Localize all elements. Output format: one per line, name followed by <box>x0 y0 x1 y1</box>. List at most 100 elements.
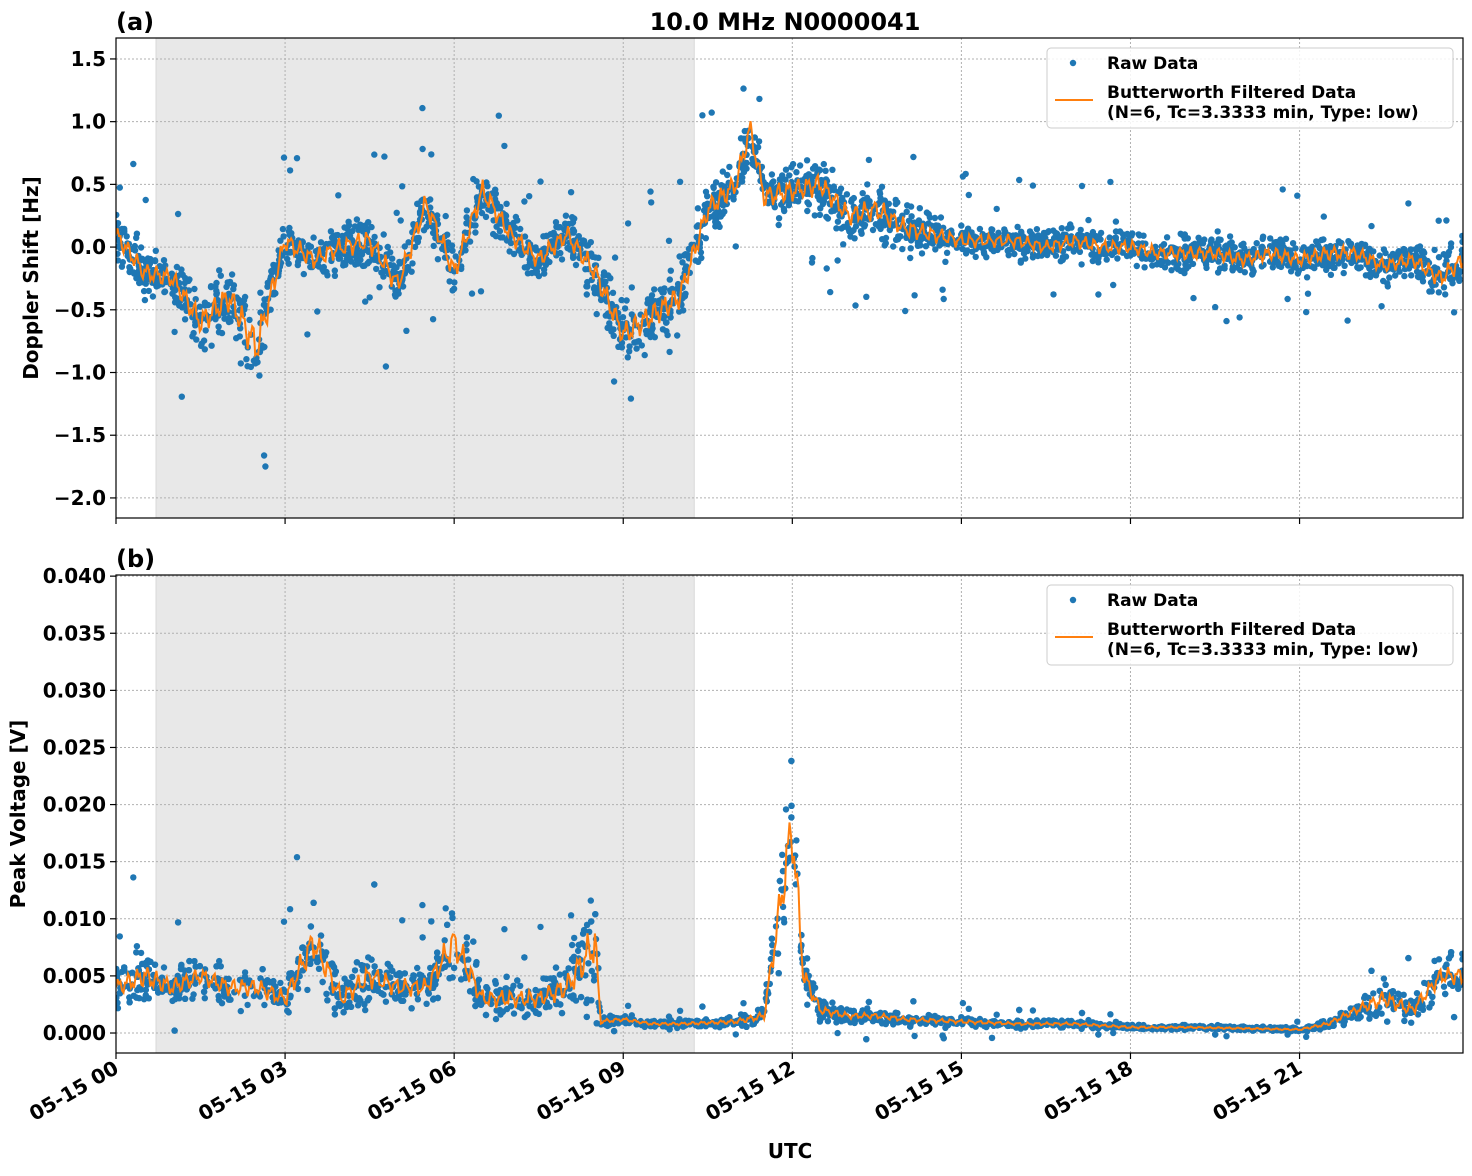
raw-point <box>1095 259 1101 265</box>
raw-point <box>703 189 709 195</box>
raw-point <box>776 215 782 221</box>
raw-point <box>893 197 899 203</box>
raw-point <box>584 997 590 1003</box>
raw-point <box>537 924 543 930</box>
raw-point <box>862 222 868 228</box>
raw-point <box>776 970 782 976</box>
y-tick-label: 0.015 <box>43 850 106 874</box>
raw-point <box>1212 1031 1218 1037</box>
raw-point <box>1305 291 1311 297</box>
raw-point <box>323 991 329 997</box>
raw-point <box>573 262 579 268</box>
raw-point <box>1250 271 1256 277</box>
raw-point <box>809 255 815 261</box>
raw-point <box>133 235 139 241</box>
raw-point <box>994 206 1000 212</box>
raw-point <box>895 233 901 239</box>
raw-point <box>280 226 286 232</box>
y-tick-label: −1.5 <box>54 423 106 447</box>
raw-point <box>1366 1016 1372 1022</box>
raw-point <box>201 989 207 995</box>
raw-point <box>354 216 360 222</box>
raw-point <box>569 942 575 948</box>
raw-point <box>578 994 584 1000</box>
raw-point <box>202 995 208 1001</box>
raw-point <box>316 966 322 972</box>
raw-point <box>1401 273 1407 279</box>
raw-point <box>1366 272 1372 278</box>
raw-point <box>471 222 477 228</box>
raw-point <box>906 218 912 224</box>
raw-point <box>141 288 147 294</box>
raw-point <box>501 143 507 149</box>
raw-point <box>396 259 402 265</box>
raw-point <box>1368 223 1374 229</box>
raw-point <box>349 974 355 980</box>
raw-point <box>415 239 421 245</box>
raw-point <box>281 154 287 160</box>
y-tick-label: 1.5 <box>71 47 106 71</box>
raw-point <box>333 968 339 974</box>
raw-point <box>153 248 159 254</box>
raw-point <box>451 965 457 971</box>
raw-point <box>525 270 531 276</box>
raw-point <box>446 278 452 284</box>
raw-point <box>904 202 910 208</box>
y-tick-label: 0.040 <box>43 564 106 588</box>
raw-point <box>703 235 709 241</box>
raw-point <box>1149 262 1155 268</box>
raw-point <box>834 257 840 263</box>
raw-point <box>1401 1018 1407 1024</box>
raw-point <box>668 268 674 274</box>
raw-point <box>1368 968 1374 974</box>
raw-point <box>977 226 983 232</box>
raw-point <box>277 980 283 986</box>
raw-point <box>524 1011 530 1017</box>
raw-point <box>246 317 252 323</box>
raw-point <box>576 942 582 948</box>
raw-point <box>226 280 232 286</box>
raw-point <box>1016 177 1022 183</box>
raw-point <box>381 231 387 237</box>
raw-point <box>676 253 682 259</box>
raw-point <box>1426 1004 1432 1010</box>
raw-point <box>1104 256 1110 262</box>
raw-point <box>1361 243 1367 249</box>
raw-point <box>1328 272 1334 278</box>
raw-point <box>213 288 219 294</box>
raw-point <box>189 996 195 1002</box>
raw-point <box>139 256 145 262</box>
raw-point <box>803 173 809 179</box>
raw-point <box>1426 288 1432 294</box>
raw-point <box>852 302 858 308</box>
raw-point <box>870 227 876 233</box>
raw-point <box>284 1008 290 1014</box>
raw-point <box>251 358 257 364</box>
raw-point <box>565 965 571 971</box>
raw-point <box>877 195 883 201</box>
raw-point <box>604 325 610 331</box>
raw-point <box>611 333 617 339</box>
raw-point <box>776 222 782 228</box>
raw-point <box>161 257 167 263</box>
raw-point <box>1095 291 1101 297</box>
raw-point <box>910 154 916 160</box>
raw-point <box>287 906 293 912</box>
raw-point <box>1395 249 1401 255</box>
raw-point <box>1320 236 1326 242</box>
raw-point <box>824 265 830 271</box>
raw-point <box>348 1004 354 1010</box>
raw-point <box>136 280 142 286</box>
raw-point <box>595 255 601 261</box>
raw-point <box>902 308 908 314</box>
raw-point <box>863 1036 869 1042</box>
raw-point <box>908 245 914 251</box>
raw-point <box>1382 982 1388 988</box>
raw-point <box>1370 248 1376 254</box>
raw-point <box>804 1002 810 1008</box>
raw-point <box>559 256 565 262</box>
raw-point <box>1005 248 1011 254</box>
raw-point <box>1106 234 1112 240</box>
raw-point <box>161 964 167 970</box>
